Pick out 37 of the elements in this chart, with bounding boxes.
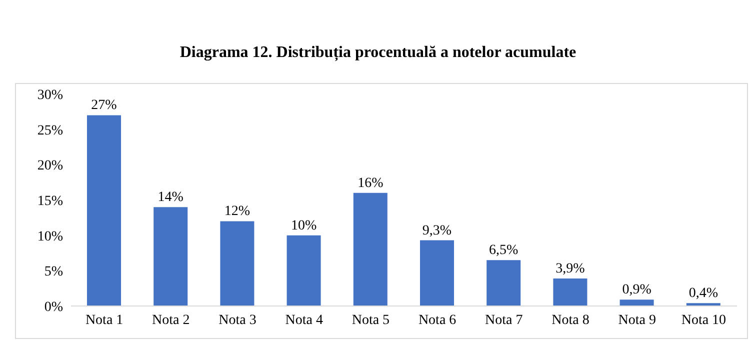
- data-label: 0,9%: [622, 282, 652, 298]
- bar: [553, 278, 588, 306]
- x-tick-label: Nota 6: [418, 312, 456, 328]
- chart-title: Diagrama 12. Distribuția procentuală a notelor acumulate: [178, 44, 578, 62]
- data-label: 3,9%: [556, 261, 586, 276]
- x-tick-label: Nota 9: [618, 312, 656, 328]
- bar: [486, 260, 521, 306]
- x-tick-label: Nota 8: [552, 312, 590, 328]
- data-label: 6,5%: [489, 243, 519, 258]
- data-label: 9,3%: [422, 223, 452, 238]
- y-tick-label: 10%: [37, 229, 64, 244]
- y-tick-label: 15%: [37, 194, 64, 209]
- bar: [154, 207, 188, 306]
- x-tick-label: Nota 10: [681, 312, 726, 328]
- y-tick-label: 30%: [37, 88, 64, 103]
- data-label: 16%: [358, 176, 384, 191]
- bar: [353, 192, 388, 306]
- data-label: 10%: [290, 218, 317, 234]
- data-label: 0,4%: [688, 286, 718, 302]
- x-tick-label: Nota 7: [485, 312, 523, 328]
- y-tick-label: 25%: [37, 123, 64, 138]
- data-label: 12%: [224, 204, 250, 220]
- bar: [620, 300, 654, 306]
- x-tick-label: Nota 1: [85, 312, 124, 328]
- x-tick-label: Nota 4: [285, 312, 323, 328]
- x-tick-label: Nota 2: [152, 312, 190, 328]
- y-tick-label: 0%: [44, 300, 64, 315]
- y-tick-label: 5%: [44, 264, 64, 280]
- bar: [87, 115, 121, 306]
- x-tick-label: Nota 5: [352, 312, 390, 328]
- data-label: 27%: [91, 98, 118, 114]
- x-tick-label: Nota 3: [218, 312, 256, 328]
- bar: [220, 221, 254, 306]
- data-label: 14%: [158, 190, 184, 206]
- bar: [420, 240, 454, 306]
- y-tick-label: 20%: [37, 158, 64, 174]
- bar: [286, 235, 321, 306]
